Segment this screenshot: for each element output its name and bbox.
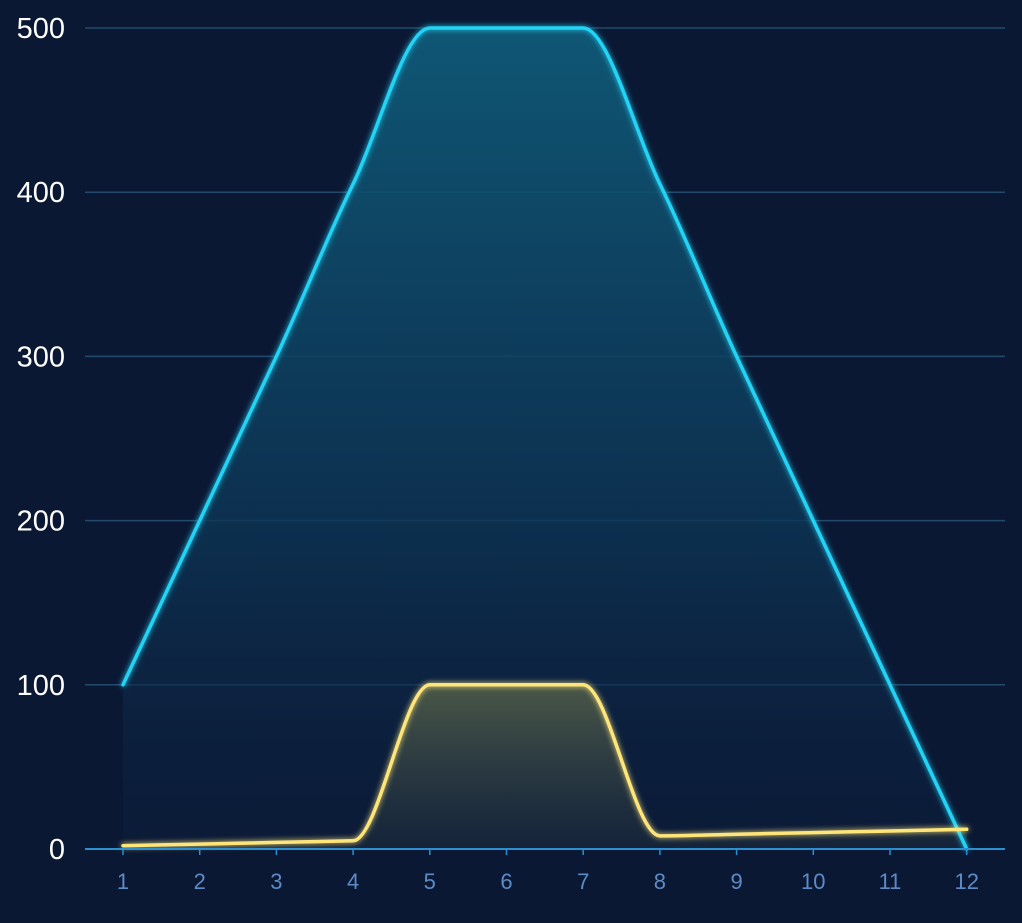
y-tick-label: 200 <box>17 506 65 538</box>
y-tick-label: 100 <box>17 670 65 702</box>
x-tick-label: 3 <box>270 869 282 894</box>
x-tick-label: 6 <box>500 869 512 894</box>
x-tick-label: 7 <box>577 869 589 894</box>
x-tick-label: 11 <box>879 869 902 894</box>
y-tick-label: 500 <box>17 13 65 45</box>
series-1-area <box>123 28 967 849</box>
x-tick-label: 12 <box>954 869 978 894</box>
x-tick-label: 2 <box>194 869 206 894</box>
x-tick-label: 8 <box>654 869 666 894</box>
x-tick-label: 9 <box>730 869 742 894</box>
series-areas <box>123 28 967 849</box>
axes <box>85 848 1005 855</box>
x-tick-label: 1 <box>117 869 129 894</box>
y-tick-label: 400 <box>17 177 65 209</box>
y-tick-label: 0 <box>49 834 65 866</box>
x-tick-label: 4 <box>347 869 359 894</box>
x-tick-label: 10 <box>801 869 825 894</box>
y-tick-label: 300 <box>17 341 65 373</box>
series-1-line <box>121 26 969 851</box>
x-tick-label: 5 <box>424 869 436 894</box>
series-2-line <box>121 683 969 848</box>
series-2-area <box>123 684 967 849</box>
series-lines <box>121 26 969 851</box>
